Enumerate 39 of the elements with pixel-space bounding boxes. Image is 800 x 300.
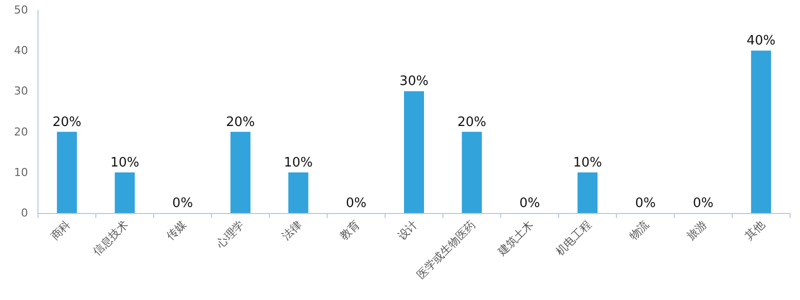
y-tick-label: 10 [14, 166, 28, 179]
bar [114, 172, 135, 213]
x-tick-label: 教育 [338, 218, 362, 243]
data-label: 20% [226, 114, 255, 130]
x-tick-label: 法律 [280, 218, 304, 243]
y-tick-label: 50 [14, 4, 28, 16]
data-label: 0% [692, 196, 714, 211]
data-label: 10% [573, 155, 602, 170]
y-tick-label: 30 [14, 84, 28, 98]
x-tick-label: 其他 [742, 218, 768, 243]
x-tick-label: 心理学 [213, 218, 247, 252]
bar [751, 50, 772, 213]
x-tick-label: 信息技术 [90, 218, 131, 258]
data-label: 0% [172, 196, 193, 211]
bar [404, 91, 424, 213]
data-label: 20% [457, 114, 486, 130]
data-label: 10% [110, 155, 140, 170]
bar [288, 172, 308, 213]
x-tick-label: 建筑土木 [494, 218, 536, 259]
y-tick-label: 20 [14, 125, 28, 138]
x-tick-label: 设计 [395, 218, 420, 243]
x-tick-label: 机电工程 [553, 218, 594, 258]
data-label: 0% [519, 196, 540, 211]
x-tick-label: 传媒 [164, 218, 189, 243]
x-tick-label: 旅游 [684, 218, 710, 243]
data-label: 0% [346, 196, 366, 211]
y-tick-label: 0 [21, 206, 28, 220]
bar [578, 172, 598, 213]
bar [56, 132, 77, 213]
x-tick-label: 物流 [626, 218, 652, 243]
data-label: 10% [284, 155, 313, 170]
bar [462, 132, 482, 213]
data-label: 20% [52, 114, 82, 130]
data-label: 30% [400, 74, 428, 90]
data-label: 40% [746, 34, 776, 49]
data-label: 0% [635, 196, 656, 211]
x-tick-label: 商科 [48, 218, 74, 243]
bar [230, 132, 250, 213]
y-tick-label: 40 [14, 44, 28, 58]
